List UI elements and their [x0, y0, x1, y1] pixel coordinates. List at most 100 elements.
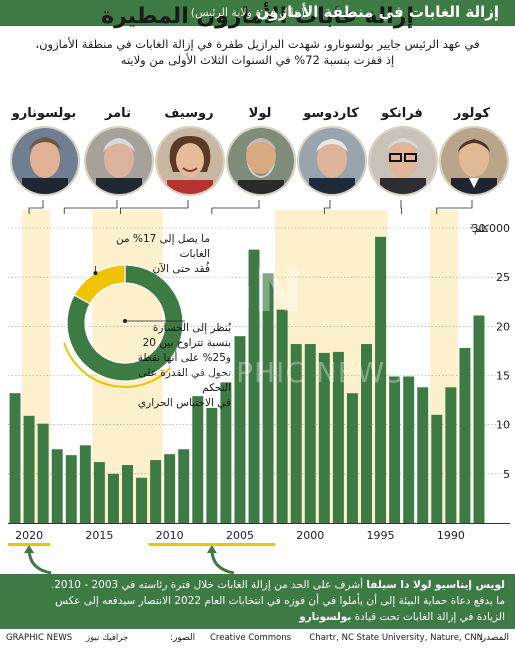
portrait-temer: [84, 126, 154, 196]
bar-2007: [206, 407, 218, 523]
y-tick-label-30: 30.000: [472, 222, 511, 235]
bar-2011: [150, 460, 162, 523]
bar-2002: [276, 309, 288, 523]
lost-forest-note: ما يصل إلى 17% من الغابات فُقد حتى الآن: [100, 232, 210, 277]
bar-1998: [332, 351, 344, 523]
period-highlights: [8, 543, 276, 575]
section-banner: إزالة الغابات في منطقة الأمازون (خلال فت…: [0, 0, 515, 26]
y-tick-label-15: 15: [496, 370, 510, 383]
footer-line-1-rest: أشرف على الحد من إزالة الغابات خلال فترة…: [50, 579, 367, 591]
lost-note-line-2: فُقد حتى الآن: [152, 263, 210, 275]
president-pointers: [28, 200, 473, 214]
y-tick-label-25: 25: [496, 271, 510, 284]
lost-note-line-1: ما يصل إلى 17% من الغابات: [116, 233, 210, 260]
president-name-collor: كولور: [453, 106, 491, 121]
bar-1991: [431, 414, 443, 523]
donut-callout-lost-dot: [93, 271, 98, 276]
x-tick-label-2005: 2005: [226, 529, 254, 542]
bar-1989: [459, 347, 471, 523]
donut-callout-tipping-dot: [123, 319, 127, 323]
president-name-rousseff: روسيف: [164, 106, 214, 121]
portrait-bolsonaro: [10, 126, 80, 196]
portrait-cardoso: [297, 126, 367, 196]
source-text: Chartr, NC State University, Nature, CNN: [309, 633, 483, 643]
president-name-temer: تامر: [105, 106, 131, 121]
bar-2010: [164, 454, 176, 523]
bar-1995: [375, 236, 387, 523]
footer-lula-name: لويس إيناسيو لولا دا سيلفا: [366, 579, 505, 591]
bar-2021: [9, 393, 21, 523]
y-tick-label-20: 20: [496, 320, 510, 333]
bar-2019: [37, 423, 49, 523]
bar-2015: [93, 462, 105, 523]
donut-forest-lost: [73, 264, 126, 305]
bar-2012: [136, 477, 148, 523]
footer-summary: لويس إيناسيو لولا دا سيلفا أشرف على الحد…: [0, 574, 515, 629]
president-name-cardoso: كاردوسو: [303, 106, 359, 121]
footer-line-3: الزيادة في إزالة الغابات تحت قيادة بولسو…: [15, 609, 505, 625]
bar-1999: [318, 352, 330, 523]
x-tick-label-1990: 1990: [437, 529, 465, 542]
bar-2013: [122, 464, 133, 523]
bar-2008: [192, 396, 204, 523]
bar-1993: [403, 376, 415, 523]
intro-line-2: إذ قفزت بنسبة 72% في السنوات الثلاث الأو…: [120, 53, 395, 67]
photo-credit: Creative Commons: [210, 633, 292, 643]
bar-1992: [417, 387, 429, 523]
bar-1994: [389, 376, 401, 523]
intro-line-1: في عهد الرئيس جايير بولسونارو، شهدت البر…: [35, 37, 480, 51]
portrait-rousseff: [155, 126, 225, 196]
bar-2000: [304, 344, 316, 523]
tipping-point-note: يُنظر إلى الخسارة بنسبة تتراوح بين 20 و2…: [113, 321, 231, 411]
bar-2006: [220, 382, 232, 523]
tipping-note-line-1: يُنظر إلى الخسارة: [152, 322, 231, 334]
bar-2018: [51, 449, 63, 523]
portrait-lula: [226, 126, 296, 196]
page-title: إزالة غابات الأمازون المطيرة: [101, 4, 414, 29]
donut-forest-remaining: [66, 264, 184, 382]
tipping-note-line-4: تحول في القدرة على التحكم: [138, 367, 231, 394]
tipping-note-line-5: في الاحتباس الحراري: [137, 397, 231, 409]
pointer-line: [400, 200, 403, 214]
highlight-bolsonaro: [8, 543, 51, 546]
photo-label: الصور:: [170, 633, 196, 643]
bar-2001: [290, 344, 302, 523]
footer-line-2: ما يدفع دعاة حماية البيئة إلى أن يأملوا …: [55, 595, 505, 607]
pointer-line: [63, 200, 118, 214]
intro-text: في عهد الرئيس جايير بولسونارو، شهدت البر…: [12, 36, 503, 68]
banner-subtitle: (خلال فترة ولاية الرئيس): [190, 6, 305, 19]
footer-text: لويس إيناسيو لولا دا سيلفا أشرف على الحد…: [15, 577, 505, 625]
x-axis-ticks: 1990 1995 2000 2005 2010 2015 2020: [15, 529, 465, 542]
bar-1988: [473, 315, 485, 523]
x-tick-label-1995: 1995: [367, 529, 395, 542]
tipping-note-line-2: بنسبة تتراوح بين 20: [142, 337, 231, 349]
x-tick-label-2010: 2010: [156, 529, 184, 542]
bar-1997: [346, 393, 358, 523]
x-tick-label-2015: 2015: [85, 529, 113, 542]
pointer-line: [211, 200, 260, 214]
bar-2017: [65, 455, 77, 523]
bar-1996: [361, 344, 372, 523]
highlight-lula: [148, 543, 276, 546]
portrait-collor: [439, 126, 509, 196]
bar-2004: [248, 249, 260, 523]
bar-2003: [262, 273, 274, 523]
y-unit-label: كلم²: [470, 224, 489, 235]
pointer-line: [436, 200, 473, 214]
pointer-line: [28, 200, 44, 214]
bar-1990: [445, 387, 457, 523]
chart-bars: [8, 236, 510, 524]
forest-loss-donut: [63, 264, 185, 388]
source-label: المصدر:: [478, 633, 509, 643]
brand-name: GRAPHIC NEWS: [6, 633, 73, 643]
pointer-line: [120, 200, 189, 214]
bar-2020: [23, 415, 35, 523]
donut-tipping-arc: [63, 342, 171, 388]
y-tick-label-5: 5: [503, 468, 510, 481]
brand-name-arabic: جرافيك نيوز: [86, 633, 129, 643]
tipping-note-line-3: و25% على أنها نقطة: [137, 352, 231, 364]
footer-line-3-prefix: الزيادة في إزالة الغابات تحت قيادة: [351, 611, 505, 623]
president-name-franco: فرانكو: [381, 106, 423, 121]
